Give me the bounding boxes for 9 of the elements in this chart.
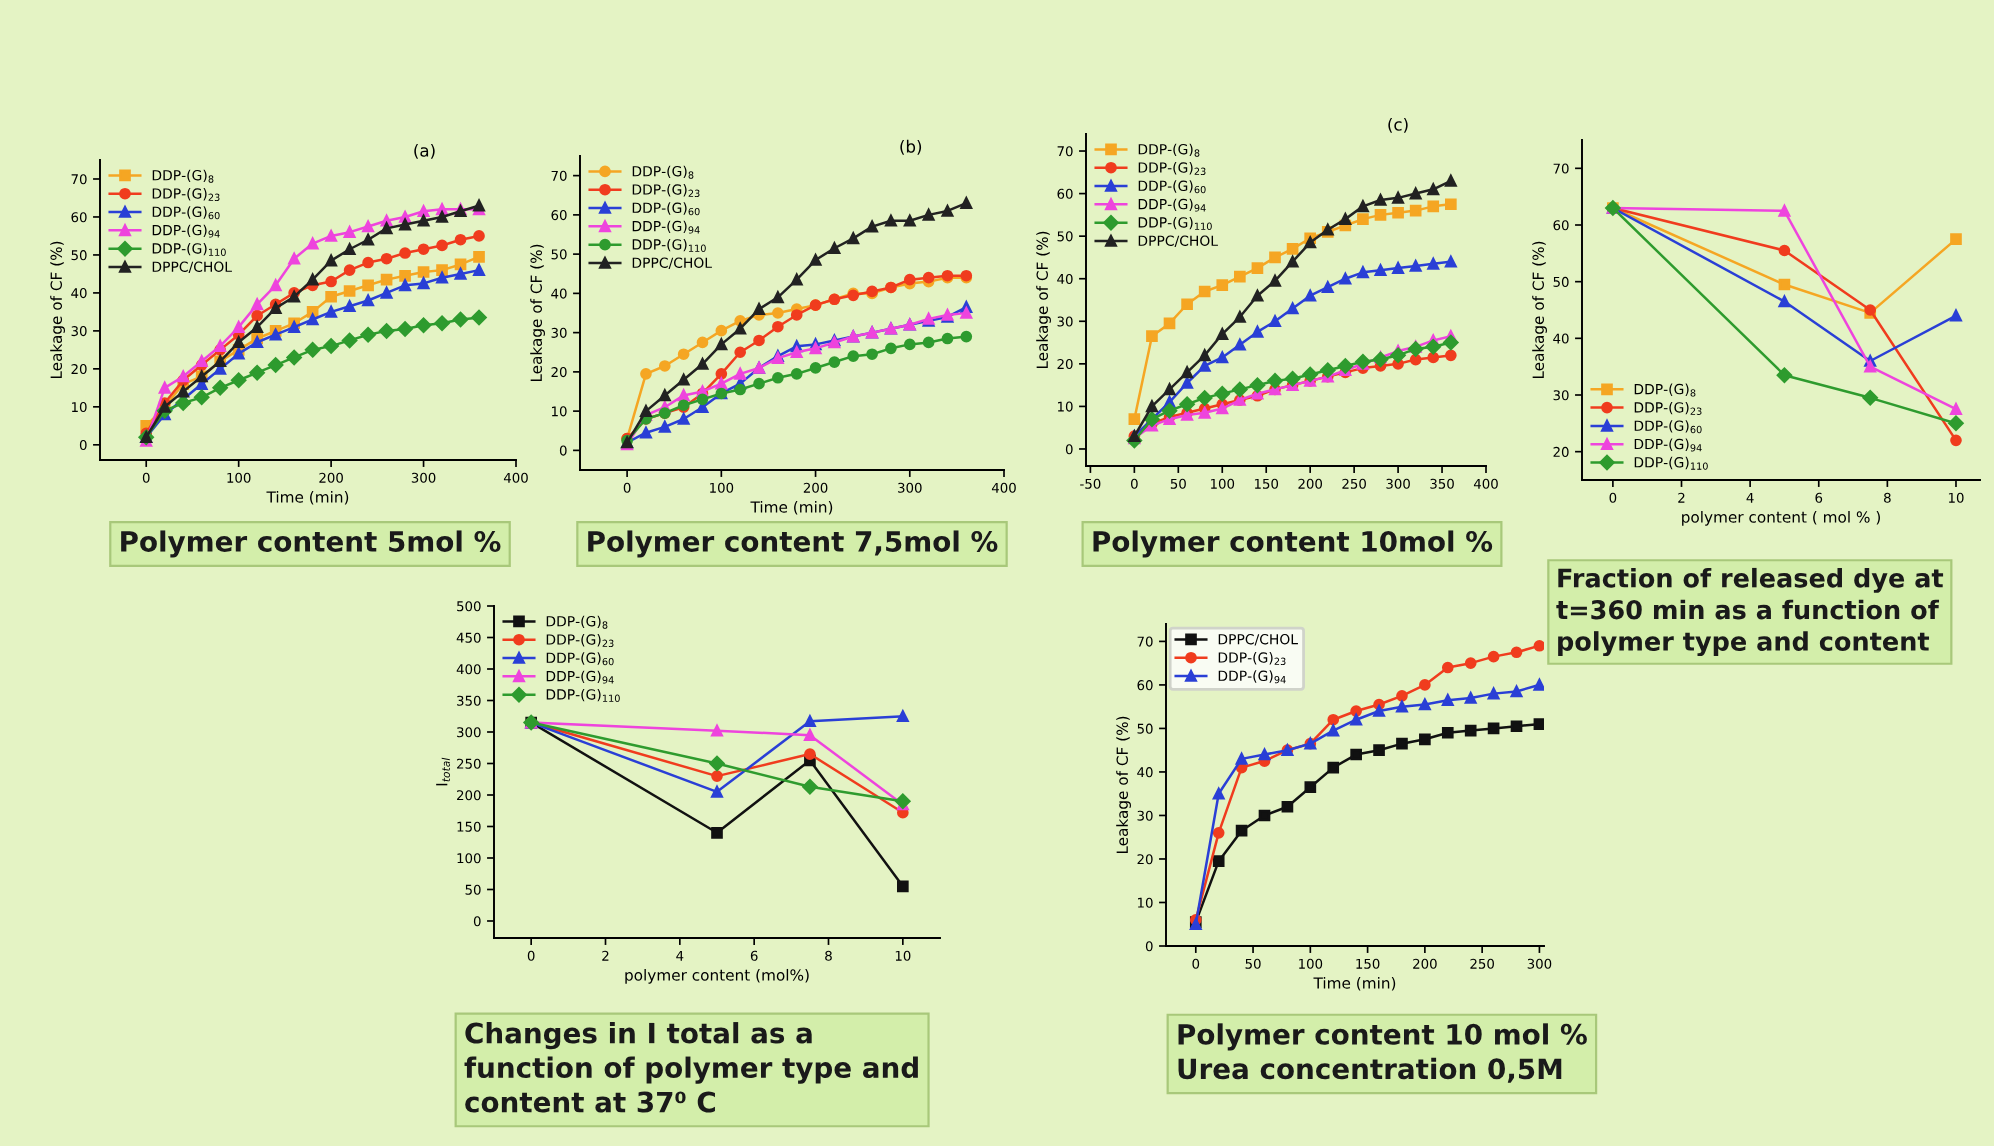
text: Polymer content 5mol % <box>121 530 501 558</box>
chart-title: (b) <box>900 139 922 155</box>
text: Polymer content 10mol % <box>1093 530 1493 558</box>
text: Fraction of released dye at t=360 min as a function of polymer type and content <box>1556 567 1944 657</box>
text: Changes in I total as a function of polymer type and content at 37⁰ C <box>464 1022 918 1113</box>
text: Polymer content 10 mol % Urea concentration 0,5M <box>1178 1023 1587 1083</box>
text: Polymer content 7,5mol % <box>588 530 998 558</box>
chart-title: (a) <box>414 143 435 159</box>
chart-title: (c) <box>1388 117 1408 133</box>
